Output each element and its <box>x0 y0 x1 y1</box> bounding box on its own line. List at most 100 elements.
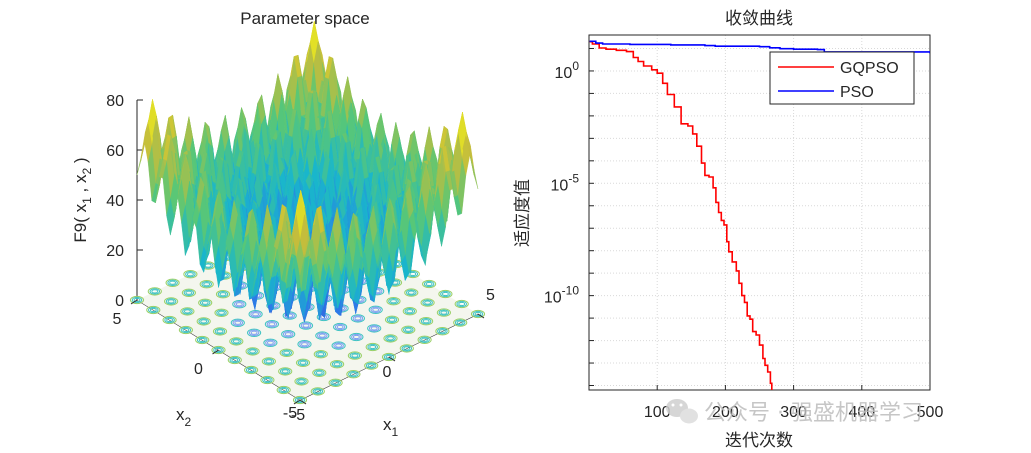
contour-ring <box>314 389 322 394</box>
contour-ring <box>315 331 330 340</box>
contour-ring <box>332 380 340 385</box>
z-label-part-d: 2 <box>80 167 94 174</box>
contour-ring <box>435 327 450 336</box>
series-line-pso <box>589 40 930 54</box>
contour-ring <box>299 341 310 348</box>
contour-ring <box>244 365 259 375</box>
contour-ring <box>404 327 412 332</box>
contour-ring <box>386 316 398 323</box>
contour-ring <box>440 290 451 298</box>
contour-ring <box>162 315 177 325</box>
x2-axis-label: x2 <box>176 405 192 429</box>
contour-ring <box>423 280 435 288</box>
contour-ring <box>265 339 276 346</box>
contour-ring <box>232 339 240 344</box>
contour-ring <box>407 290 415 295</box>
contour-ring <box>419 336 430 343</box>
contour-ring <box>199 299 211 306</box>
y-tick-label: 100 <box>555 59 580 82</box>
contour-ring <box>454 319 466 326</box>
contour-ring <box>364 361 379 370</box>
contour-ring <box>420 318 432 325</box>
contour-ring <box>252 312 260 317</box>
contour-ring <box>263 377 271 383</box>
contour-ring <box>312 388 324 395</box>
legend-box <box>769 51 915 105</box>
contour-ring <box>385 354 393 360</box>
contour-ring <box>164 316 175 324</box>
contour-ring <box>351 353 359 358</box>
legend-label-gqpso: GQPSO <box>840 60 899 77</box>
contour-ring <box>420 298 435 307</box>
contour-ring <box>276 385 291 395</box>
contour-ring <box>129 295 145 305</box>
x2-tick-label: 5 <box>113 311 122 328</box>
contour-ring <box>211 345 226 355</box>
contour-ring <box>266 321 278 328</box>
contour-ring <box>203 282 211 287</box>
contour-ring <box>390 299 397 304</box>
x-tick-label: 200 <box>712 404 739 421</box>
contour-ring <box>294 377 309 386</box>
contour-ring <box>281 349 292 356</box>
legend-label-pso: PSO <box>840 84 874 101</box>
contour-ring <box>180 326 192 334</box>
contour-ring <box>216 309 227 316</box>
contour-ring <box>167 299 175 304</box>
contour-ring <box>212 327 228 336</box>
contour-ring <box>453 318 468 327</box>
contour-ring <box>402 307 417 316</box>
x1-tick-label: 5 <box>486 287 495 304</box>
z-label-part-c: , x <box>71 174 90 197</box>
contour-ring <box>249 349 257 354</box>
contour-ring <box>200 319 208 324</box>
plot-frame <box>588 34 931 391</box>
contour-ring <box>185 271 196 278</box>
contour-ring <box>334 323 346 331</box>
z-tick-label: 60 <box>106 143 124 160</box>
contour-ring <box>196 317 211 326</box>
surface-patch <box>470 156 479 190</box>
contour-ring <box>164 297 179 306</box>
contour-ring <box>351 333 362 341</box>
x1-axis-label: x1 <box>383 415 399 439</box>
contour-ring <box>216 329 224 334</box>
contour-ring <box>383 353 395 361</box>
contour-ring <box>167 279 178 286</box>
y-tick-label: 10-5 <box>551 171 580 194</box>
contour-ring <box>245 347 260 356</box>
x2-tick-label: 0 <box>194 361 203 378</box>
contour-ring <box>424 300 432 305</box>
convergence-plot: 收敛曲线 100 200 300 400 500 100 10-5 10-10 GQPSO P… <box>513 9 943 451</box>
contour-ring <box>317 352 325 357</box>
contour-ring <box>422 319 430 324</box>
contour-ring <box>278 367 293 376</box>
contour-ring <box>367 363 375 368</box>
x1-label-main: x <box>383 415 392 434</box>
x1-tick-label: 0 <box>383 364 392 381</box>
x2-tick-mark <box>293 399 301 405</box>
contour-ring <box>198 298 213 307</box>
z-tick-label: 20 <box>106 243 124 260</box>
contour-ring <box>346 370 361 379</box>
contour-ring <box>248 329 260 336</box>
contour-ring <box>372 307 380 312</box>
contour-ring <box>403 326 414 333</box>
contour-ring <box>438 309 450 316</box>
contour-ring <box>301 342 308 347</box>
contour-ring <box>352 315 364 322</box>
contour-ring <box>403 346 411 351</box>
contour-ring <box>294 396 306 404</box>
contour-ring <box>331 341 346 350</box>
contour-ring <box>388 317 396 322</box>
contour-ring <box>229 337 244 346</box>
x1-label-sub: 1 <box>392 425 399 439</box>
contour-ring <box>198 318 209 325</box>
contour-ring <box>169 280 177 285</box>
contour-ring <box>404 288 419 297</box>
contour-ring <box>147 287 162 296</box>
contour-ring <box>401 325 416 334</box>
contour-ring <box>215 347 222 353</box>
x-tick-label: 100 <box>644 404 671 421</box>
contour-ring <box>350 314 365 323</box>
